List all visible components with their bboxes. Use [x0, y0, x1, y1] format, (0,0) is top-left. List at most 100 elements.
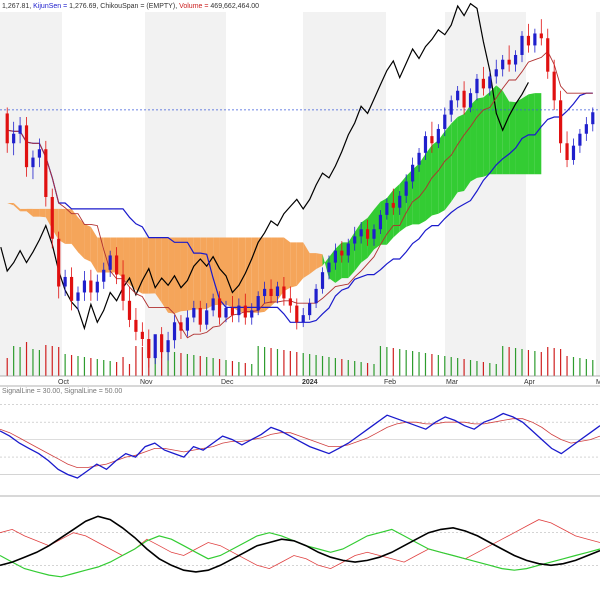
volume-bar	[161, 350, 163, 376]
candle-body	[18, 125, 22, 134]
chikou-span-line	[0, 2, 529, 331]
candle	[526, 23, 531, 53]
candle	[263, 281, 267, 304]
cloud-segment	[509, 101, 516, 175]
candle-body	[468, 93, 473, 108]
candle-body	[24, 125, 29, 168]
cloud-segment	[78, 217, 85, 259]
candle-body	[333, 250, 337, 263]
candle-body	[44, 149, 48, 197]
volume-bar	[212, 358, 214, 376]
cloud-segment	[290, 242, 297, 288]
rsi-panel: SignalLine = 30.00, SignalLine = 50.00	[0, 385, 600, 479]
candle-body	[108, 255, 112, 270]
cloud-segment	[264, 237, 272, 312]
kijun-sen-line	[7, 92, 593, 323]
cloud-segment	[283, 237, 291, 292]
volume-bar	[109, 361, 111, 376]
volume-bar	[360, 362, 362, 376]
cloud-segment	[309, 253, 317, 274]
candle-body	[50, 196, 54, 239]
candle	[211, 293, 215, 317]
volume-bar	[386, 347, 388, 376]
volume-bar	[167, 351, 169, 376]
candle	[398, 191, 402, 215]
cloud-segment	[97, 237, 104, 273]
volume-bar	[116, 362, 118, 376]
candle	[140, 322, 144, 347]
volume-bar	[302, 353, 304, 376]
cloud-segment	[226, 237, 233, 308]
candle-body	[102, 269, 106, 282]
cloud-segment	[45, 208, 53, 230]
volume-bar	[354, 361, 356, 376]
cloud-segment	[303, 242, 310, 279]
candle	[115, 247, 119, 285]
oscillator-panel	[0, 495, 600, 578]
cloud-segment	[52, 208, 59, 240]
volume-bar	[193, 355, 195, 376]
candle	[481, 66, 485, 96]
volume-bar	[579, 358, 581, 376]
x-tick-label: M	[596, 379, 600, 386]
candle	[513, 50, 518, 72]
volume-bar	[180, 353, 182, 376]
cloud-segment	[123, 237, 130, 285]
candle	[327, 255, 331, 280]
candle	[475, 74, 479, 101]
chikou-value: (EMPTY)	[146, 3, 175, 10]
candle	[256, 291, 260, 316]
candle	[102, 262, 106, 289]
candle	[533, 28, 537, 53]
cloud-segment	[341, 242, 349, 279]
candle	[449, 95, 453, 122]
candle	[308, 298, 312, 320]
candle-body	[179, 322, 183, 331]
x-axis: Oct Nov Dec 2024 Feb Mar Apr M	[0, 375, 600, 386]
candle-body	[301, 315, 305, 323]
candle-body	[82, 280, 87, 293]
cloud-segment	[129, 237, 136, 291]
candle	[565, 131, 569, 168]
candle	[320, 267, 325, 294]
volume-bar	[315, 355, 317, 376]
cloud-segment	[103, 237, 111, 273]
candle-body	[559, 100, 563, 144]
cloud-segment	[39, 208, 46, 218]
candle	[346, 238, 350, 263]
cloud-segment	[258, 237, 265, 313]
candle	[340, 241, 344, 263]
volume-bar	[141, 347, 143, 376]
volume-bar	[560, 349, 562, 376]
cloud-segment	[245, 237, 252, 313]
candle	[12, 121, 16, 156]
candle	[456, 85, 460, 108]
cloud-segment	[515, 98, 522, 175]
candle	[147, 329, 151, 368]
candle-body	[275, 286, 280, 297]
volume-bar	[186, 354, 188, 376]
volume-bar	[328, 357, 330, 376]
volume-bar	[572, 357, 575, 376]
cloud-segment	[26, 208, 33, 217]
cloud-segment	[322, 254, 329, 279]
candle	[95, 274, 99, 301]
cloud-segment	[328, 248, 336, 283]
candle	[404, 174, 408, 203]
rsi-line	[0, 412, 600, 479]
cloud-segment	[354, 222, 362, 271]
volume-bar	[540, 352, 542, 376]
cloud-segment	[470, 98, 477, 182]
candle	[269, 279, 273, 304]
candle	[205, 303, 209, 330]
candle	[5, 107, 9, 153]
volume-bar	[592, 360, 594, 376]
volume-bar	[173, 352, 176, 376]
candle-body	[166, 340, 170, 353]
cloud-segment	[534, 93, 542, 175]
volume-bar	[553, 348, 555, 376]
cloud-segment	[412, 163, 420, 225]
candle-body	[263, 288, 267, 297]
cloud-segment	[444, 123, 452, 211]
volume-bar	[437, 355, 439, 376]
